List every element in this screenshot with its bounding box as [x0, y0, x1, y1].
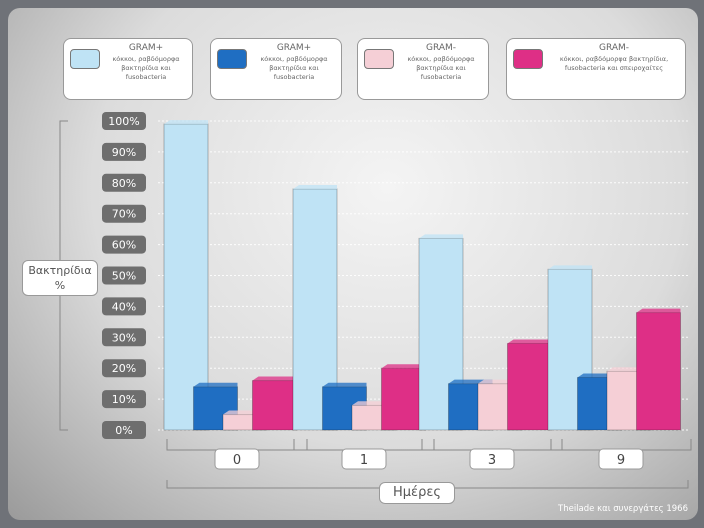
x-category-label: 1	[360, 453, 368, 468]
x-axis-label: Ημέρες	[379, 482, 455, 504]
y-tick-label: 60%	[112, 239, 136, 252]
legend-title: GRAM+	[128, 43, 164, 53]
y-tick-label: 30%	[112, 331, 136, 344]
bar-top	[322, 382, 367, 387]
source-citation: Theilade και συνεργάτες 1966	[558, 504, 688, 514]
legend-item-gram-neg-dark: GRAM- κόκκοι, ραβδόμορφα βακτηρίδια, fus…	[506, 38, 686, 100]
y-tick-label: 50%	[112, 270, 136, 283]
legend-swatch	[70, 49, 100, 69]
legend-desc: κόκκοι, ραβδόμορφα βακτηρίδια και fusoba…	[407, 55, 475, 81]
x-category-box	[469, 448, 515, 470]
y-axis-label-line2: %	[54, 279, 66, 292]
x-category-label: 0	[233, 453, 241, 468]
y-tick-box	[102, 173, 146, 192]
y-tick-box	[102, 297, 146, 316]
y-tick-label: 90%	[112, 146, 136, 159]
legend-title: GRAM-	[598, 43, 630, 53]
bar-top	[548, 265, 592, 270]
legend-title: GRAM+	[276, 43, 312, 53]
bar-top	[419, 234, 463, 239]
legend-swatch	[217, 49, 247, 69]
bar-top	[381, 364, 426, 369]
x-category-bracket	[166, 439, 308, 451]
x-category-bracket	[550, 439, 692, 451]
y-tick-box	[102, 204, 146, 223]
bar	[636, 312, 681, 431]
legend-desc: κόκκοι, ραβδόμορφα βακτηρίδια, fusobacte…	[559, 55, 669, 72]
y-tick-box	[102, 266, 146, 285]
bar-top	[507, 339, 552, 344]
x-category-box	[598, 448, 644, 470]
y-tick-box	[102, 359, 146, 378]
x-category-label: 3	[488, 453, 496, 468]
y-tick-label: 100%	[108, 115, 139, 128]
bar-top	[293, 184, 337, 189]
y-tick-label: 10%	[112, 393, 136, 406]
bar-top	[252, 376, 297, 381]
y-axis-label: Βακτηρίδια %	[22, 260, 98, 296]
bar	[163, 123, 209, 431]
x-category-bracket	[421, 439, 563, 451]
legend-item-gram-pos-dark: GRAM+ κόκκοι, ραβδόμορφα βακτηρίδια και …	[210, 38, 342, 100]
bar-top	[164, 120, 208, 125]
bar	[381, 367, 426, 431]
y-tick-label: 40%	[112, 300, 136, 313]
y-tick-box	[102, 328, 146, 347]
y-tick-box	[102, 112, 146, 130]
bar-chart: 0% 10% 20% 30% 40% 50% 60% 70% 80% 90% 100% 0 1 3 9	[59, 112, 692, 489]
legend-item-gram-neg-light: GRAM- κόκκοι, ραβδόμορφα βακτηρίδια και …	[357, 38, 489, 100]
y-tick-label: 80%	[112, 177, 136, 190]
x-category-box	[341, 448, 387, 470]
legend-title: GRAM-	[425, 43, 457, 53]
bar	[507, 342, 552, 431]
bar	[252, 380, 297, 431]
y-tick-label: 0%	[115, 424, 132, 437]
y-tick-label: 70%	[112, 208, 136, 221]
bar-top	[193, 382, 238, 387]
legend-swatch	[364, 49, 394, 69]
y-axis-label-line1: Βακτηρίδια	[28, 264, 92, 277]
legend-swatch	[513, 49, 543, 69]
x-category-box	[214, 448, 260, 470]
legend-desc: κόκκοι, ραβδόμορφα βακτηρίδια και fusoba…	[260, 55, 328, 81]
y-tick-box	[102, 390, 146, 409]
y-tick-label: 20%	[112, 362, 136, 375]
bar-top	[636, 308, 681, 313]
chart-frame: GRAM+ κόκκοι, ραβδόμορφα βακτηρίδια και …	[8, 8, 698, 520]
y-tick-box	[102, 421, 146, 439]
y-tick-box	[102, 142, 146, 161]
x-axis-bracket	[166, 480, 689, 489]
y-tick-box	[102, 235, 146, 254]
legend-item-gram-pos-light: GRAM+ κόκκοι, ραβδόμορφα βακτηρίδια και …	[63, 38, 193, 100]
x-category-label: 9	[617, 453, 625, 468]
legend-desc: κόκκοι, ραβδόμορφα βακτηρίδια και fusoba…	[112, 55, 180, 81]
x-category-bracket	[293, 439, 435, 451]
